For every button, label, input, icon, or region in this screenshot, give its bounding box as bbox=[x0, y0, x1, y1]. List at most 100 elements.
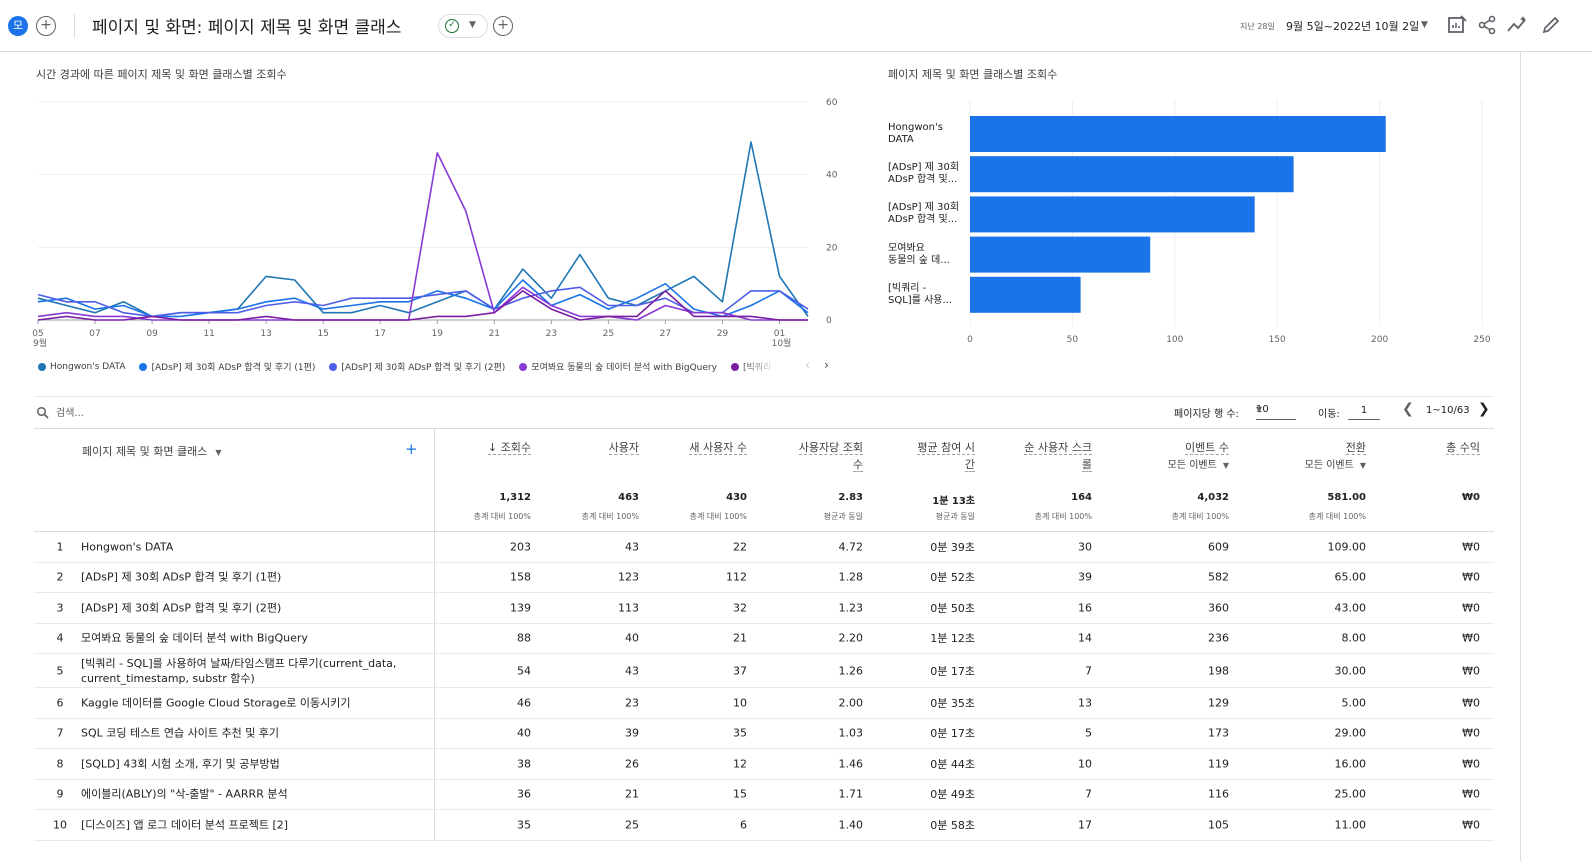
table-row[interactable]: 4 모여봐요 동물의 숲 데이터 분석 with BigQuery 88 40 21 2.… bbox=[34, 623, 1494, 654]
metric-header-label: 총 수익 bbox=[1446, 441, 1480, 455]
column-divider bbox=[434, 654, 435, 687]
metric-cell: 1.23 bbox=[838, 601, 864, 615]
bar[interactable] bbox=[970, 116, 1386, 152]
rows-per-page-select[interactable]: 10 ▼ bbox=[1256, 402, 1296, 420]
next-page-icon[interactable]: ❯ bbox=[1478, 401, 1490, 417]
page-title-cell[interactable]: 모여봐요 동물의 숲 데이터 분석 with BigQuery bbox=[81, 631, 308, 645]
metric-cell: 25 bbox=[625, 818, 639, 832]
metric-header[interactable]: 새 사용자 수 bbox=[689, 439, 747, 456]
legend-fade bbox=[738, 360, 798, 376]
table-row[interactable]: 10 [디스이즈] 앱 로그 데이터 분석 프로젝트 [2] 35 25 6 1.40 0분… bbox=[34, 810, 1494, 841]
add-card-icon[interactable]: + bbox=[493, 16, 513, 36]
share-icon[interactable] bbox=[1474, 12, 1500, 38]
table-row[interactable]: 2 [ADsP] 제 30회 ADsP 합격 및 후기 (1편) 158 123 112… bbox=[34, 562, 1494, 593]
metric-cell: 40 bbox=[517, 726, 531, 740]
table-search-input[interactable] bbox=[56, 404, 256, 422]
column-divider bbox=[434, 593, 435, 623]
bar[interactable] bbox=[970, 156, 1294, 193]
bar[interactable] bbox=[970, 196, 1255, 233]
row-index: 5 bbox=[56, 664, 64, 677]
metric-header[interactable]: 이벤트 수 모든 이벤트 ▼ bbox=[1168, 439, 1229, 474]
metric-total-percent: 총계 대비 100% bbox=[1308, 512, 1366, 521]
table-row[interactable]: 9 에이블리(ABLY)의 "삭-출발" - AARRR 분석 36 21 15 1.71… bbox=[34, 779, 1494, 810]
legend-item[interactable]: [ADsP] 제 30회 ADsP 합격 및 후기 (1편) bbox=[139, 360, 315, 373]
metric-header[interactable]: 순 사용자 스크 롤 bbox=[1024, 439, 1092, 473]
x-tick-label: 200 bbox=[1371, 335, 1388, 345]
row-index: 9 bbox=[56, 787, 64, 801]
metric-cell: 29.00 bbox=[1334, 726, 1367, 740]
page-title-cell[interactable]: [ADsP] 제 30회 ADsP 합격 및 후기 (1편) bbox=[81, 570, 282, 584]
bar-chart-title: 페이지 제목 및 화면 클래스별 조회수 bbox=[888, 68, 1058, 81]
metric-cell: 2.20 bbox=[838, 631, 864, 645]
page-title-cell[interactable]: Kaggle 데이터를 Google Cloud Storage로 이동시키기 bbox=[81, 696, 351, 710]
metric-cell: 16 bbox=[1078, 601, 1092, 615]
table-row[interactable]: 3 [ADsP] 제 30회 ADsP 합격 및 후기 (2편) 139 113 32 1… bbox=[34, 593, 1494, 624]
page-title-cell[interactable]: [디스이즈] 앱 로그 데이터 분석 프로젝트 [2] bbox=[81, 818, 289, 832]
page-title-cell[interactable]: SQL 코딩 테스트 연습 사이트 추천 및 후기 bbox=[81, 726, 280, 740]
page-title-cell[interactable]: [ADsP] 제 30회 ADsP 합격 및 후기 (2편) bbox=[81, 601, 282, 615]
table-row[interactable]: 8 [SQLD] 43회 시험 소개, 후기 및 공부방법 38 26 12 1.46 0분… bbox=[34, 749, 1494, 780]
metric-total-percent: 평균과 동일 bbox=[823, 512, 863, 521]
date-range-picker[interactable]: 9월 5일~2022년 10월 2일 bbox=[1286, 20, 1420, 33]
legend-item[interactable]: 모여봐요 동물의 숲 데이터 분석 with BigQuery bbox=[519, 360, 717, 373]
metric-cell: 198 bbox=[1208, 664, 1229, 677]
metric-cell: 36 bbox=[517, 787, 531, 801]
table-row[interactable]: 7 SQL 코딩 테스트 연습 사이트 추천 및 후기 40 39 35 1.03 0분 1… bbox=[34, 718, 1494, 749]
metric-event-filter-label: 모든 이벤트 bbox=[1167, 460, 1217, 471]
legend-item[interactable]: [ADsP] 제 30회 ADsP 합격 및 후기 (2편) bbox=[329, 360, 505, 373]
bar[interactable] bbox=[970, 276, 1081, 313]
right-edge bbox=[1548, 0, 1592, 861]
previous-page-icon[interactable]: ❮ bbox=[1402, 401, 1414, 417]
legend-label: [ADsP] 제 30회 ADsP 합격 및 후기 (1편) bbox=[151, 363, 316, 373]
legend-item[interactable]: Hongwon's DATA bbox=[38, 360, 125, 373]
metric-header-label: 전환 bbox=[1345, 441, 1366, 455]
metric-cell: 4.72 bbox=[838, 540, 864, 554]
bar[interactable] bbox=[970, 236, 1151, 273]
insights-icon[interactable] bbox=[1504, 12, 1530, 38]
edit-report-icon[interactable] bbox=[1444, 12, 1470, 38]
report-status-dropdown[interactable]: ✓ ▼ bbox=[438, 14, 488, 38]
metric-header[interactable]: 사용자당 조회 수 bbox=[798, 439, 863, 473]
metric-header-label: 사용자 bbox=[608, 441, 639, 455]
row-index: 1 bbox=[56, 540, 64, 554]
table-row[interactable]: 5 [빅쿼리 - SQL]를 사용하여 날짜/타임스탬프 다루기(current_… bbox=[34, 654, 1494, 688]
metric-cell: 11.00 bbox=[1334, 818, 1367, 832]
add-dimension-icon[interactable]: + bbox=[405, 440, 418, 458]
metric-cell: 1.28 bbox=[838, 570, 864, 584]
metric-cell: 1분 12초 bbox=[930, 632, 975, 646]
metric-event-filter[interactable]: 모든 이벤트 ▼ bbox=[1305, 460, 1366, 471]
page-title-cell[interactable]: 에이블리(ABLY)의 "삭-출발" - AARRR 분석 bbox=[81, 787, 288, 801]
metric-cell: 119 bbox=[1208, 757, 1229, 771]
column-divider bbox=[434, 688, 435, 718]
table-row[interactable]: 1 Hongwon's DATA 203 43 22 4.72 0분 39초 30 609 109… bbox=[34, 532, 1494, 563]
legend-prev-icon[interactable]: ‹ bbox=[805, 358, 810, 372]
add-comparison-icon[interactable]: + bbox=[36, 16, 56, 36]
goto-page-input[interactable]: 1 bbox=[1348, 402, 1380, 420]
metric-cell: 5 bbox=[1085, 726, 1092, 740]
dimension-header[interactable]: 페이지 제목 및 화면 클래스 ▼ bbox=[82, 443, 221, 459]
metric-event-filter[interactable]: 모든 이벤트 ▼ bbox=[1168, 460, 1229, 471]
metric-cell: 43.00 bbox=[1334, 601, 1367, 615]
table-body: 1 Hongwon's DATA 203 43 22 4.72 0분 39초 30 609 109… bbox=[34, 532, 1494, 841]
metric-header[interactable]: ↓ 조회수 bbox=[487, 439, 531, 456]
comparison-chip[interactable]: 모 bbox=[8, 16, 28, 36]
legend-next-icon[interactable]: › bbox=[824, 358, 829, 372]
date-range-dropdown-icon[interactable]: ▼ bbox=[1421, 20, 1428, 30]
dimension-header-label: 페이지 제목 및 화면 클래스 bbox=[82, 445, 208, 458]
metric-cell: 46 bbox=[517, 696, 531, 710]
rows-per-page-label: 페이지당 행 수: bbox=[1174, 409, 1239, 420]
y-tick-label: 20 bbox=[826, 243, 838, 253]
page-title-cell[interactable]: [빅쿼리 - SQL]를 사용하여 날짜/타임스탬프 다루기(current_d… bbox=[81, 656, 397, 685]
page-title-cell[interactable]: [SQLD] 43회 시험 소개, 후기 및 공부방법 bbox=[81, 757, 280, 771]
metric-cell: 10 bbox=[733, 696, 747, 710]
x-tick-label: 50 bbox=[1067, 335, 1079, 345]
metric-cell: ₩0 bbox=[1462, 570, 1480, 584]
customize-report-icon[interactable] bbox=[1538, 12, 1564, 38]
page-title-cell[interactable]: Hongwon's DATA bbox=[81, 540, 174, 554]
table-row[interactable]: 6 Kaggle 데이터를 Google Cloud Storage로 이동시키기… bbox=[34, 688, 1494, 719]
metric-header[interactable]: 총 수익 bbox=[1446, 439, 1480, 456]
metric-header[interactable]: 사용자 bbox=[608, 439, 639, 456]
row-index: 7 bbox=[56, 726, 64, 740]
